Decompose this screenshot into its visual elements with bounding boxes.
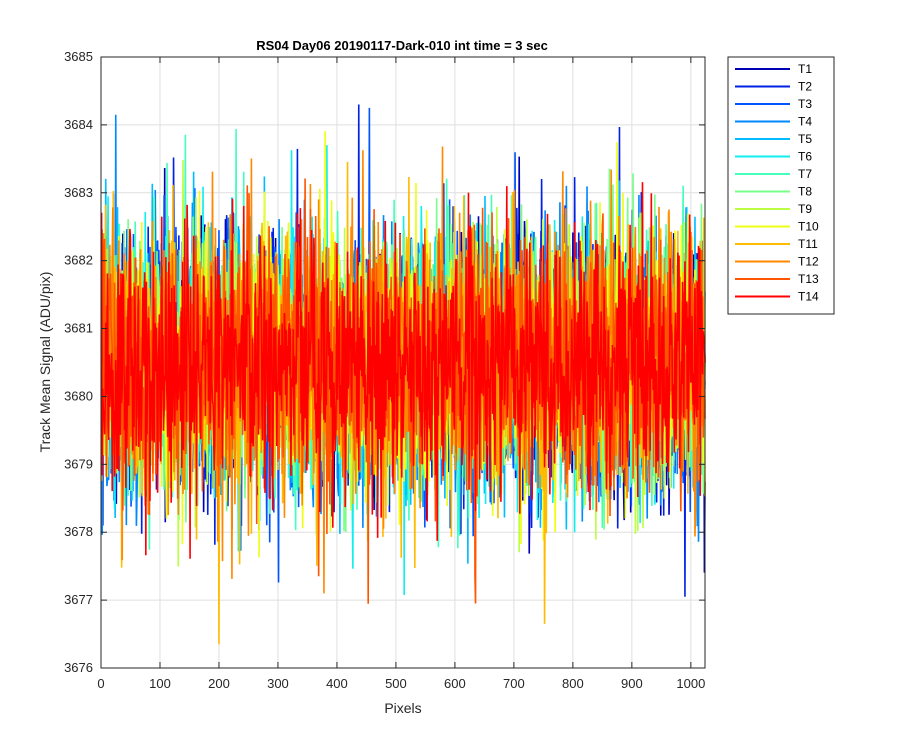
plot-frame: [100, 56, 706, 669]
y-axis-label: Track Mean Signal (ADU/pix): [37, 272, 53, 453]
y-tick-label: 3678: [64, 524, 93, 539]
y-tick-label: 3676: [64, 660, 93, 675]
y-tick-label: 3680: [64, 388, 93, 403]
legend-label-t10: T10: [798, 220, 819, 234]
x-tick-label: 500: [385, 676, 407, 691]
legend-label-t9: T9: [798, 202, 812, 216]
x-tick-label: 0: [97, 676, 104, 691]
x-tick-label: 300: [267, 676, 289, 691]
legend-label-t8: T8: [798, 185, 812, 199]
y-tick-label: 3682: [64, 253, 93, 268]
legend-label-t4: T4: [798, 115, 812, 129]
x-axis-label: Pixels: [384, 700, 421, 716]
y-tick-label: 3677: [64, 592, 93, 607]
x-tick-label: 600: [444, 676, 466, 691]
legend-label-t1: T1: [798, 62, 812, 76]
legend-label-t11: T11: [798, 237, 818, 251]
legend-label-t6: T6: [798, 150, 812, 164]
legend: T1 T2 T3 T4 T5 T6 T7 T8 T9 T10 T11 T12 T13 T14: [727, 56, 835, 315]
series-line-t14: [100, 182, 706, 559]
y-tick-label: 3679: [64, 456, 93, 471]
legend-label-t5: T5: [798, 132, 812, 146]
legend-label-t12: T12: [798, 255, 819, 269]
x-tick-label: 700: [503, 676, 525, 691]
legend-label-t3: T3: [798, 97, 812, 111]
chart-title: RS04 Day06 20190117-Dark-010 int time = …: [256, 38, 548, 53]
x-tick-label: 900: [621, 676, 643, 691]
y-tick-label: 3685: [64, 49, 93, 64]
legend-box: [727, 56, 835, 315]
y-tick-label: 3683: [64, 185, 93, 200]
x-tick-label: 400: [326, 676, 348, 691]
axis-ticks: 0 100 200 300 400 500 600 700 800 900 1000 3676 3677…: [64, 49, 705, 691]
y-tick-label: 3681: [64, 321, 93, 336]
legend-label-t13: T13: [798, 272, 819, 286]
y-tick-label: 3684: [64, 117, 93, 132]
legend-label-t14: T14: [798, 290, 819, 304]
legend-label-t2: T2: [798, 80, 812, 94]
x-tick-label: 100: [149, 676, 171, 691]
x-tick-label: 200: [208, 676, 230, 691]
legend-label-t7: T7: [798, 167, 812, 181]
x-tick-label: 1000: [676, 676, 705, 691]
x-tick-label: 800: [562, 676, 584, 691]
series-lines: [100, 104, 706, 645]
